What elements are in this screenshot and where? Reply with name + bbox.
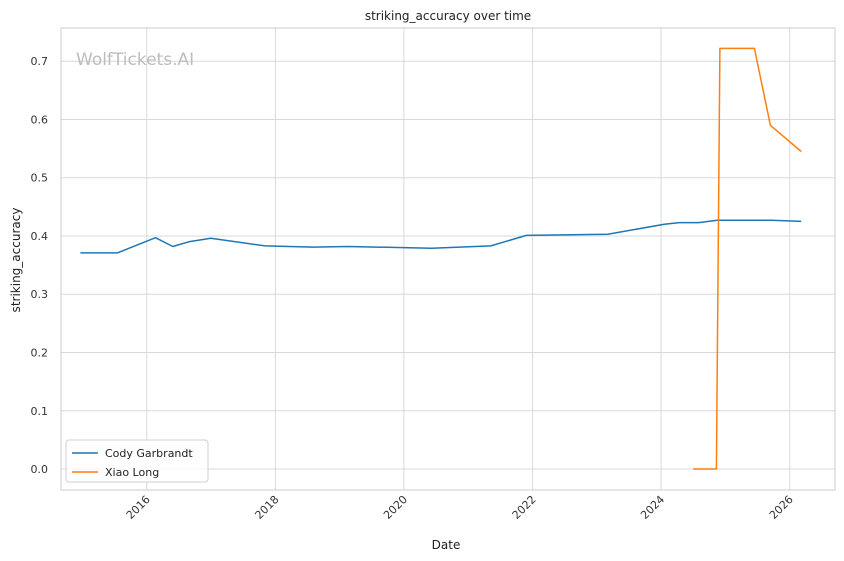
data-point-cody-garbrandt (663, 223, 665, 225)
data-point-cody-garbrandt (116, 252, 118, 254)
y-tick-label: 0.6 (31, 113, 49, 126)
series-layer (79, 47, 802, 470)
legend-label-cody-garbrandt: Cody Garbrandt (105, 447, 193, 460)
data-point-xiao-long (719, 47, 721, 49)
data-point-xiao-long (800, 151, 802, 153)
legend-label-xiao-long: Xiao Long (105, 466, 159, 479)
data-point-xiao-long (753, 47, 755, 49)
data-point-cody-garbrandt (79, 252, 81, 254)
series-line-cody-garbrandt (80, 219, 802, 254)
data-point-xiao-long (692, 468, 694, 470)
data-point-cody-garbrandt (312, 246, 314, 248)
y-tick-label: 0.1 (31, 405, 49, 418)
y-tick-label: 0.2 (31, 347, 49, 360)
y-tick-label: 0.7 (31, 55, 49, 68)
data-point-cody-garbrandt (678, 222, 680, 224)
y-tick-label: 0.4 (31, 230, 49, 243)
data-point-cody-garbrandt (172, 245, 174, 247)
chart-title: striking_accuracy over time (365, 9, 531, 23)
data-point-cody-garbrandt (525, 234, 527, 236)
grid (61, 28, 835, 490)
y-tick-label: 0.5 (31, 172, 49, 185)
data-point-cody-garbrandt (264, 245, 266, 247)
x-axis-title: Date (432, 538, 461, 552)
plot-frame (60, 27, 836, 491)
data-point-cody-garbrandt (210, 237, 212, 239)
data-point-cody-garbrandt (188, 241, 190, 243)
series-line-xiao-long (693, 47, 802, 470)
y-axis-title: striking_accuracy (9, 208, 23, 313)
data-point-xiao-long (715, 468, 717, 470)
watermark: WolfTickets.AI (76, 50, 194, 70)
data-point-cody-garbrandt (800, 220, 802, 222)
data-point-cody-garbrandt (698, 222, 700, 224)
data-point-cody-garbrandt (431, 247, 433, 249)
data-point-cody-garbrandt (490, 245, 492, 247)
data-point-cody-garbrandt (347, 245, 349, 247)
legend-box (65, 439, 209, 483)
data-point-xiao-long (769, 124, 771, 126)
data-point-cody-garbrandt (607, 233, 609, 235)
legend: Cody Garbrandt Xiao Long (65, 439, 209, 483)
y-tick-label: 0.0 (31, 463, 49, 476)
data-point-cody-garbrandt (155, 237, 157, 239)
y-tick-label: 0.3 (31, 288, 49, 301)
data-point-cody-garbrandt (771, 219, 773, 221)
y-tick-labels: 0.0 0.1 0.2 0.3 0.4 0.5 0.6 0.7 (31, 55, 49, 476)
